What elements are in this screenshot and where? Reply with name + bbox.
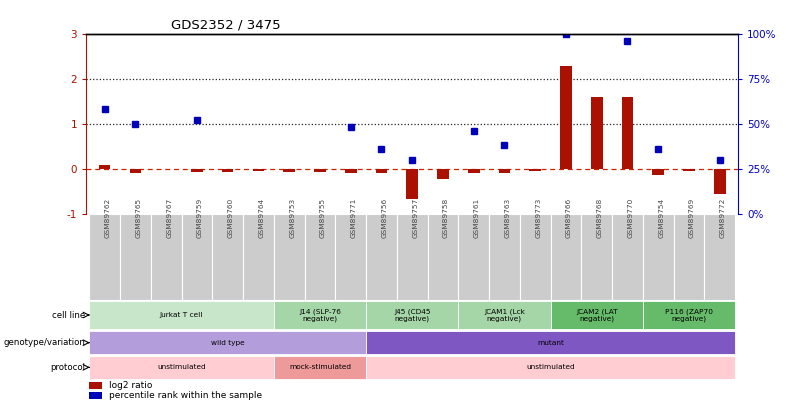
Text: GSM89760: GSM89760	[227, 198, 234, 238]
Text: GSM89756: GSM89756	[381, 198, 387, 238]
Bar	[643, 214, 674, 300]
Bar	[181, 214, 212, 300]
Text: GSM89759: GSM89759	[197, 198, 203, 238]
Text: log2 ratio: log2 ratio	[109, 381, 152, 390]
Text: GSM89758: GSM89758	[443, 198, 449, 238]
Bar	[468, 169, 480, 173]
Bar	[274, 301, 366, 329]
Bar	[274, 214, 305, 300]
Text: Jurkat T cell: Jurkat T cell	[160, 312, 203, 318]
Text: percentile rank within the sample: percentile rank within the sample	[109, 391, 262, 400]
Bar	[437, 169, 448, 179]
Bar	[458, 301, 551, 329]
Bar	[406, 169, 418, 198]
Bar	[366, 214, 397, 300]
Bar	[89, 392, 102, 399]
Bar	[643, 301, 735, 329]
Bar	[499, 169, 510, 173]
Bar	[89, 301, 274, 329]
Text: GSM89769: GSM89769	[689, 198, 695, 238]
Text: cell line: cell line	[53, 311, 85, 320]
Bar	[683, 169, 695, 171]
Bar	[274, 356, 366, 379]
Bar	[366, 301, 458, 329]
Bar	[222, 169, 234, 172]
Text: GSM89755: GSM89755	[320, 198, 326, 238]
Bar	[529, 169, 541, 171]
Text: GSM89766: GSM89766	[566, 198, 572, 238]
Text: GSM89763: GSM89763	[504, 198, 511, 238]
Bar	[191, 169, 203, 172]
Bar	[591, 98, 602, 169]
Bar	[714, 169, 725, 194]
Bar	[397, 214, 428, 300]
Bar	[674, 214, 705, 300]
Text: P116 (ZAP70
negative): P116 (ZAP70 negative)	[665, 308, 713, 322]
Text: GSM89767: GSM89767	[166, 198, 172, 238]
Bar	[489, 214, 519, 300]
Text: GSM89761: GSM89761	[474, 198, 480, 238]
Bar	[89, 214, 120, 300]
Text: JCAM1 (Lck
negative): JCAM1 (Lck negative)	[484, 308, 525, 322]
Text: unstimulated: unstimulated	[526, 364, 575, 370]
Bar	[345, 169, 357, 173]
Text: protocol: protocol	[50, 363, 85, 372]
Text: GSM89772: GSM89772	[720, 198, 725, 238]
Bar	[129, 169, 141, 173]
Bar	[612, 214, 643, 300]
Text: GSM89754: GSM89754	[658, 198, 664, 238]
Bar	[283, 169, 295, 172]
Bar	[314, 169, 326, 172]
Bar	[581, 214, 612, 300]
Text: GSM89757: GSM89757	[412, 198, 418, 238]
Text: J45 (CD45
negative): J45 (CD45 negative)	[394, 308, 430, 322]
Text: GSM89764: GSM89764	[259, 198, 264, 238]
Bar	[366, 356, 735, 379]
Text: GDS2352 / 3475: GDS2352 / 3475	[171, 19, 281, 32]
Bar	[551, 214, 581, 300]
Text: JCAM2 (LAT
negative): JCAM2 (LAT negative)	[576, 308, 618, 322]
Bar	[519, 214, 551, 300]
Text: genotype/variation: genotype/variation	[4, 338, 85, 347]
Text: GSM89762: GSM89762	[105, 198, 111, 238]
Text: wild type: wild type	[211, 340, 244, 346]
Text: GSM89768: GSM89768	[597, 198, 602, 238]
Text: GSM89771: GSM89771	[350, 198, 357, 238]
Bar	[89, 331, 366, 354]
Bar	[622, 98, 634, 169]
Bar	[560, 66, 572, 169]
Text: unstimulated: unstimulated	[157, 364, 206, 370]
Bar	[212, 214, 243, 300]
Bar	[458, 214, 489, 300]
Text: J14 (SLP-76
negative): J14 (SLP-76 negative)	[299, 308, 341, 322]
Bar	[89, 356, 274, 379]
Bar	[366, 331, 735, 354]
Text: GSM89773: GSM89773	[535, 198, 541, 238]
Bar	[99, 165, 110, 169]
Bar	[252, 169, 264, 171]
Text: GSM89753: GSM89753	[289, 198, 295, 238]
Bar	[551, 301, 643, 329]
Text: mock-stimulated: mock-stimulated	[289, 364, 351, 370]
Text: GSM89765: GSM89765	[136, 198, 141, 238]
Bar	[243, 214, 274, 300]
Bar	[652, 169, 664, 175]
Bar	[428, 214, 458, 300]
Bar	[335, 214, 366, 300]
Bar	[151, 214, 181, 300]
Text: GSM89770: GSM89770	[627, 198, 634, 238]
Bar	[89, 382, 102, 389]
Bar	[376, 169, 387, 173]
Bar	[120, 214, 151, 300]
Text: mutant: mutant	[537, 340, 564, 346]
Bar	[305, 214, 335, 300]
Bar	[705, 214, 735, 300]
